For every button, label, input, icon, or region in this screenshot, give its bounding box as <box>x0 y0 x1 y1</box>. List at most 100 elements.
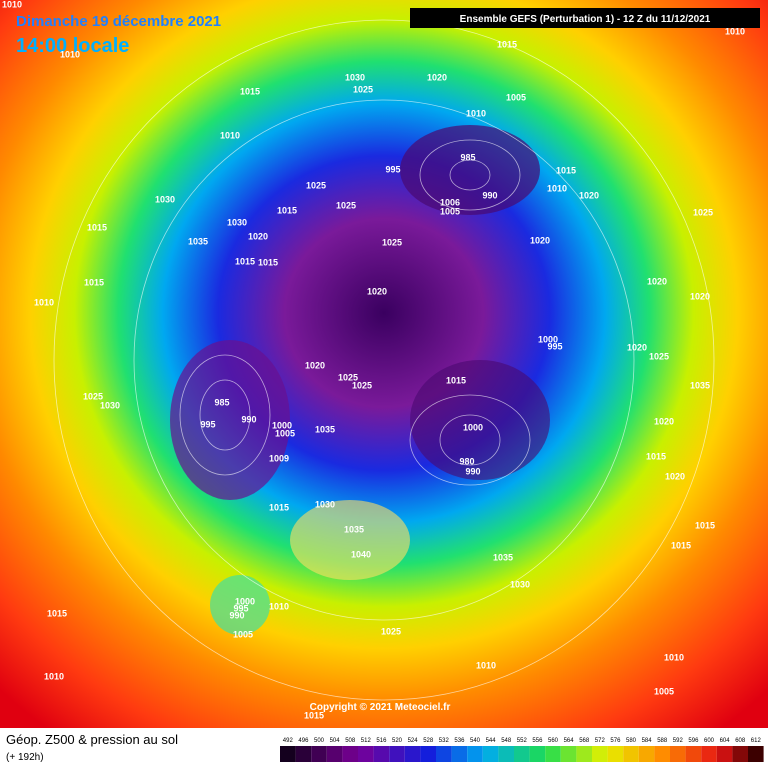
pressure-label: 1035 <box>188 236 208 246</box>
pressure-label: 1000 <box>272 420 292 430</box>
scale-swatch <box>716 746 733 762</box>
pressure-label: 1010 <box>725 26 745 36</box>
pressure-label: 1015 <box>304 710 324 720</box>
scale-label: 576 <box>610 738 621 744</box>
pressure-label: 1020 <box>654 416 674 426</box>
scale-label: 600 <box>704 738 715 744</box>
pressure-label: 995 <box>547 341 562 351</box>
pressure-label: 990 <box>482 190 497 200</box>
pressure-label: 990 <box>465 466 480 476</box>
pressure-label: 990 <box>241 414 256 424</box>
pressure-label: 1010 <box>60 49 80 59</box>
pressure-label: 1020 <box>647 276 667 286</box>
pressure-label: 1009 <box>269 453 289 463</box>
scale-label: 584 <box>642 738 653 744</box>
scale-swatch <box>358 746 374 762</box>
scale-swatch <box>654 746 670 762</box>
pressure-label: 1025 <box>352 380 372 390</box>
lead-time: (+ 192h) <box>6 752 44 763</box>
scale-swatch <box>560 746 577 762</box>
scale-swatch <box>295 746 312 762</box>
pressure-label: 1015 <box>84 277 104 287</box>
scale-swatch <box>389 746 405 762</box>
scale-label: 548 <box>501 738 512 744</box>
scale-swatch <box>342 746 358 762</box>
scale-label: 568 <box>579 738 590 744</box>
pressure-label: 1025 <box>306 180 326 190</box>
pressure-label: 1020 <box>579 190 599 200</box>
scale-label: 604 <box>720 738 731 744</box>
model-box <box>410 8 760 28</box>
pressure-label: 1035 <box>493 552 513 562</box>
scale-label: 572 <box>595 738 606 744</box>
scale-label: 564 <box>564 738 575 744</box>
pressure-label: 1025 <box>693 207 713 217</box>
pressure-label: 1025 <box>83 391 103 401</box>
pressure-label: 1015 <box>497 39 517 49</box>
pressure-label: 1015 <box>695 520 715 530</box>
pressure-label: 1005 <box>506 92 526 102</box>
pressure-label: 1020 <box>367 286 387 296</box>
pressure-label: 1000 <box>538 334 558 344</box>
high-area <box>290 500 410 580</box>
scale-swatch <box>436 746 452 762</box>
pressure-label: 1035 <box>315 424 335 434</box>
scale-swatch <box>404 746 421 762</box>
pressure-label: 1030 <box>510 579 530 589</box>
isobars <box>53 19 715 701</box>
pressure-label: 1000 <box>235 596 255 606</box>
pressure-label: 1015 <box>87 222 107 232</box>
map-background <box>0 0 768 728</box>
date: Dimanche 19 décembre 2021 <box>16 13 221 30</box>
scale-swatch <box>545 746 561 762</box>
pressure-label: 1005 <box>233 629 253 639</box>
pressure-label: 1015 <box>235 256 255 266</box>
model-info: Ensemble GEFS (Perturbation 1) - 12 Z du… <box>460 14 711 25</box>
scale-label: 544 <box>486 738 497 744</box>
pressure-label: 1020 <box>305 360 325 370</box>
pressure-label: 1005 <box>654 686 674 696</box>
scale-label: 524 <box>408 738 419 744</box>
scale-label: 496 <box>298 738 309 744</box>
pressure-label: 1025 <box>336 200 356 210</box>
pressure-label: 1005 <box>275 428 295 438</box>
low-area <box>170 340 290 500</box>
pressure-label: 1035 <box>344 524 364 534</box>
pressure-label: 1015 <box>277 205 297 215</box>
scale-label: 500 <box>314 738 325 744</box>
pressure-label: 1000 <box>463 422 483 432</box>
scale-swatch <box>420 746 436 762</box>
scale-label: 592 <box>673 738 684 744</box>
scale-label: 492 <box>283 738 294 744</box>
pressure-label: 1010 <box>220 130 240 140</box>
pressure-label: 1030 <box>100 400 120 410</box>
scale-label: 588 <box>657 738 668 744</box>
scale-swatch <box>467 746 483 762</box>
scale-label: 512 <box>361 738 372 744</box>
scale-label: 596 <box>688 738 699 744</box>
scale-swatch <box>670 746 686 762</box>
scale-swatch <box>326 746 343 762</box>
pressure-label: 1020 <box>690 291 710 301</box>
pressure-label: 1025 <box>382 237 402 247</box>
scale-label: 528 <box>423 738 434 744</box>
scale-swatch <box>311 746 327 762</box>
scale-swatch <box>701 746 717 762</box>
pressure-label: 1015 <box>556 165 576 175</box>
pressure-label: 1015 <box>240 86 260 96</box>
scale-swatch <box>373 746 390 762</box>
pressure-label: 995 <box>200 419 215 429</box>
pressure-label: 1030 <box>155 194 175 204</box>
pressure-label: 1020 <box>427 72 447 82</box>
scale-swatch <box>529 746 546 762</box>
pressure-label: 1030 <box>227 217 247 227</box>
scale-label: 532 <box>439 738 450 744</box>
scale-label: 504 <box>330 738 341 744</box>
pressure-label: 995 <box>233 603 248 613</box>
pressure-label: 1040 <box>351 549 371 559</box>
scale-swatch <box>748 746 764 762</box>
scale-label: 560 <box>548 738 559 744</box>
pressure-label: 1015 <box>258 257 278 267</box>
low-area <box>210 575 270 635</box>
